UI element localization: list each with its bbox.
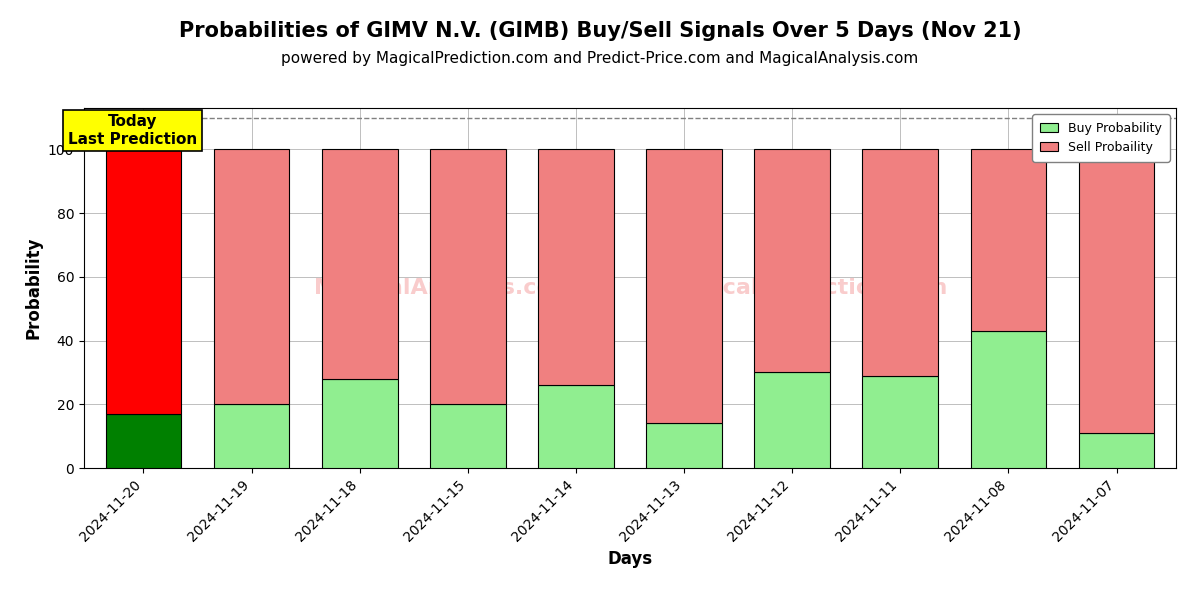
Y-axis label: Probability: Probability [24,237,42,339]
Text: powered by MagicalPrediction.com and Predict-Price.com and MagicalAnalysis.com: powered by MagicalPrediction.com and Pre… [281,51,919,66]
Bar [214,404,289,468]
Bar [971,331,1046,468]
Bar [647,149,722,424]
Bar [106,414,181,468]
Bar [647,424,722,468]
Text: MagicalAnalysis.com: MagicalAnalysis.com [313,278,575,298]
Text: Probabilities of GIMV N.V. (GIMB) Buy/Sell Signals Over 5 Days (Nov 21): Probabilities of GIMV N.V. (GIMB) Buy/Se… [179,21,1021,41]
Bar [863,149,938,376]
X-axis label: Days: Days [607,550,653,568]
Bar [755,149,830,373]
Bar [214,149,289,404]
Bar [106,149,181,414]
Bar [538,385,613,468]
Bar [430,404,505,468]
Text: Today
Last Prediction: Today Last Prediction [68,115,197,147]
Bar [1079,149,1154,433]
Bar [430,149,505,404]
Text: MagicalPrediction.com: MagicalPrediction.com [662,278,948,298]
Bar [863,376,938,468]
Bar [755,373,830,468]
Bar [971,149,1046,331]
Legend: Buy Probability, Sell Probaility: Buy Probability, Sell Probaility [1032,114,1170,161]
Bar [1079,433,1154,468]
Bar [322,149,397,379]
Bar [322,379,397,468]
Bar [538,149,613,385]
